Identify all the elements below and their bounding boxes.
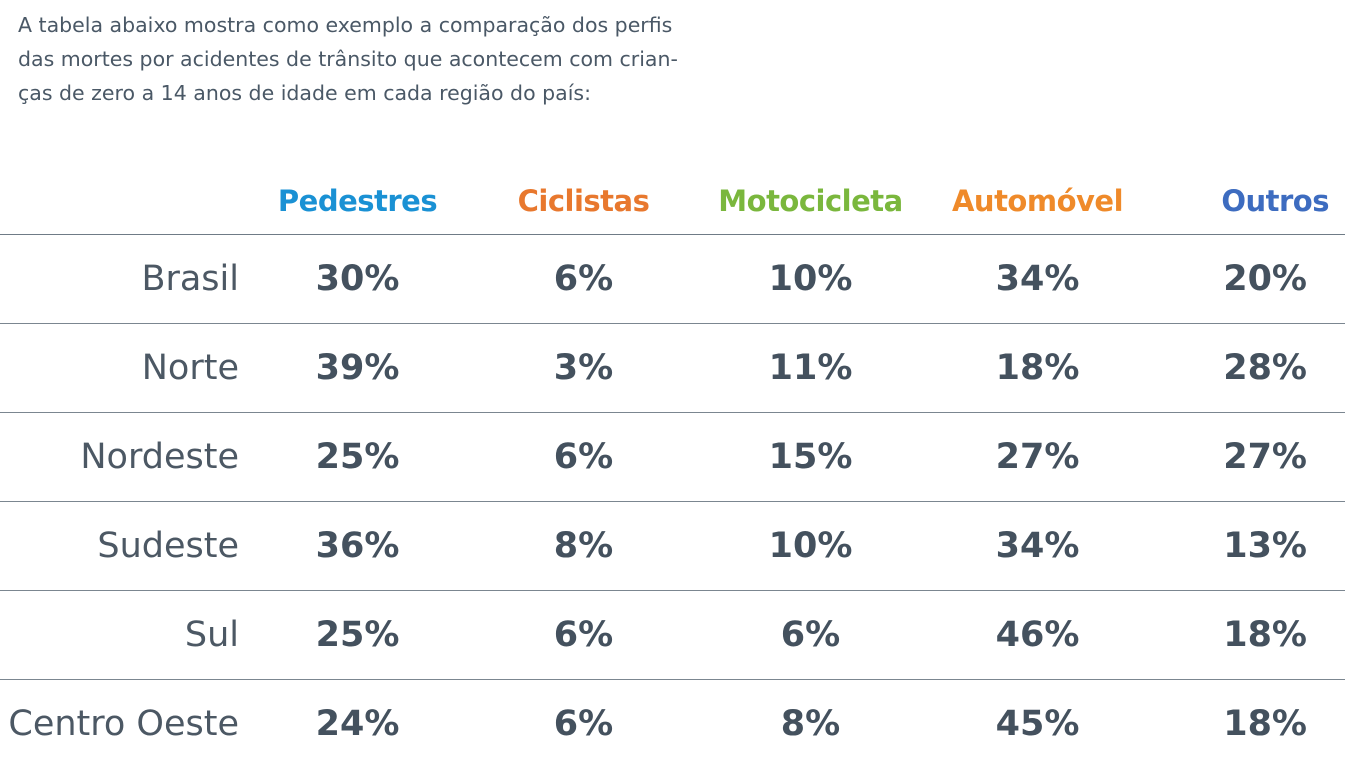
cell-automovel: 27%	[924, 412, 1151, 502]
table-header-row: Pedestres Ciclistas Motocicleta Automóve…	[0, 168, 1345, 235]
cell-motocicleta: 8%	[780, 704, 841, 744]
table-row: Sudeste 36% 8% 10% 34% 13%	[0, 501, 1345, 591]
cell-motocicleta: 10%	[697, 234, 924, 324]
cell-motocicleta: 6%	[697, 590, 924, 680]
cell-motocicleta: 10%	[697, 501, 924, 591]
cell-outros: 13%	[1151, 501, 1345, 591]
cell-pedestres: 30%	[245, 234, 470, 324]
intro-line: das mortes por acidentes de trânsito que…	[18, 47, 678, 71]
row-region-label: Centro Oeste	[8, 704, 239, 744]
deaths-profile-table: Pedestres Ciclistas Motocicleta Automóve…	[0, 168, 1345, 768]
table-row: Sul 25% 6% 6% 46% 18%	[0, 590, 1345, 680]
cell-automovel: 34%	[924, 234, 1151, 324]
header-motocicleta: Motocicleta	[697, 168, 924, 235]
table-row: Centro Oeste 24% 6% 8% 45% 18%	[0, 680, 1345, 768]
row-region-label: Brasil	[0, 234, 245, 324]
cell-pedestres: 36%	[245, 501, 470, 591]
header-region-empty	[0, 168, 245, 235]
row-region-label: Sul	[0, 590, 245, 680]
cell-pedestres: 25%	[245, 590, 470, 680]
row-region-label: Sudeste	[0, 501, 245, 591]
header-ciclistas: Ciclistas	[470, 168, 697, 235]
cell-outros: 27%	[1151, 412, 1345, 502]
table-row: Brasil 30% 6% 10% 34% 20%	[0, 234, 1345, 324]
table-row: Norte 39% 3% 11% 18% 28%	[0, 323, 1345, 413]
table-row: Nordeste 25% 6% 15% 27% 27%	[0, 412, 1345, 502]
intro-line: A tabela abaixo mostra como exemplo a co…	[18, 13, 673, 37]
intro-line: ças de zero a 14 anos de idade em cada r…	[18, 81, 591, 105]
header-automovel: Automóvel	[924, 168, 1151, 235]
cell-outros: 20%	[1151, 234, 1345, 324]
cell-ciclistas: 8%	[470, 501, 697, 591]
cell-pedestres: 24%	[315, 704, 400, 744]
cell-pedestres: 25%	[245, 412, 470, 502]
intro-paragraph: A tabela abaixo mostra como exemplo a co…	[18, 8, 698, 110]
cell-motocicleta: 11%	[697, 323, 924, 413]
cell-automovel: 45%	[995, 704, 1080, 744]
cell-motocicleta: 15%	[697, 412, 924, 502]
cell-outros: 18%	[1151, 590, 1345, 680]
header-pedestres: Pedestres	[245, 168, 470, 235]
row-region-label: Norte	[0, 323, 245, 413]
cell-ciclistas: 6%	[470, 590, 697, 680]
cell-ciclistas: 6%	[553, 704, 614, 744]
header-outros: Outros	[1151, 168, 1345, 235]
cell-pedestres: 39%	[245, 323, 470, 413]
cell-automovel: 18%	[924, 323, 1151, 413]
cell-automovel: 34%	[924, 501, 1151, 591]
cell-ciclistas: 3%	[470, 323, 697, 413]
cell-ciclistas: 6%	[470, 412, 697, 502]
row-region-label: Nordeste	[0, 412, 245, 502]
cell-automovel: 46%	[924, 590, 1151, 680]
cell-ciclistas: 6%	[470, 234, 697, 324]
cell-outros: 18%	[1223, 704, 1307, 744]
cell-outros: 28%	[1151, 323, 1345, 413]
